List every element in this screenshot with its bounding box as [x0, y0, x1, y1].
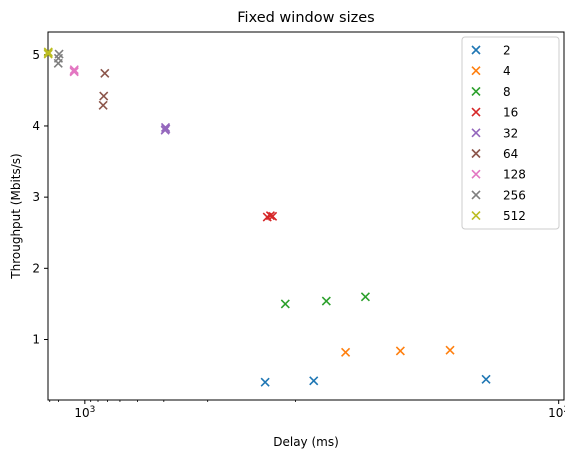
legend-frame: [461, 36, 560, 230]
legend-label: 512: [503, 209, 526, 223]
x-tick-label: 102: [548, 405, 565, 420]
x-axis-label: Delay (ms): [273, 435, 339, 449]
data-point: [280, 299, 290, 309]
data-point: [321, 296, 331, 306]
y-axis-label: Throughput (Mbits/s): [9, 153, 23, 279]
plot-area: 103 102 1 2 3 4 5: [32, 31, 565, 420]
legend-marker: [471, 169, 481, 179]
data-point: [268, 211, 278, 221]
legend-label: 256: [503, 188, 526, 202]
y-tick-label: 4: [32, 119, 40, 133]
data-point: [395, 346, 405, 356]
data-point: [341, 347, 351, 357]
legend-marker: [471, 107, 481, 117]
legend-label: 2: [503, 44, 511, 58]
y-tick-label: 3: [32, 190, 40, 204]
data-point: [69, 66, 79, 76]
legend-marker: [471, 66, 481, 76]
x-axis: 103 102: [49, 400, 565, 420]
data-point: [360, 292, 370, 302]
legend-marker: [471, 86, 481, 96]
plot-frame: [47, 31, 565, 401]
legend-label: 8: [503, 85, 511, 99]
y-tick-label: 1: [32, 332, 40, 346]
y-tick-label: 2: [32, 261, 40, 275]
data-point: [445, 345, 455, 355]
chart-title: Fixed window sizes: [237, 10, 374, 26]
data-point: [309, 376, 319, 386]
data-point: [69, 65, 79, 75]
legend-label: 4: [503, 64, 511, 78]
legend-marker: [471, 148, 481, 159]
data-point: [100, 68, 110, 78]
data-point: [161, 124, 171, 134]
legend-marker: [471, 45, 481, 55]
legend-marker: [471, 211, 481, 221]
legend-label: 32: [503, 126, 518, 140]
x-tick-label: 103: [74, 405, 95, 420]
data-point: [98, 100, 108, 110]
legend-marker: [471, 128, 481, 138]
legend: 2 4 8 16 32 64 128 256 512: [461, 36, 560, 230]
data-point: [481, 374, 491, 384]
data-point: [260, 377, 270, 387]
data-point: [54, 49, 64, 59]
data-point: [43, 49, 53, 59]
legend-label: 128: [503, 168, 526, 182]
data-points: [43, 47, 491, 387]
legend-label: 16: [503, 106, 518, 120]
legend-marker: [471, 190, 481, 200]
data-point: [43, 48, 53, 58]
legend-label: 64: [503, 147, 518, 161]
data-point: [99, 91, 109, 101]
data-point: [265, 211, 275, 221]
y-tick-label: 5: [32, 48, 40, 62]
